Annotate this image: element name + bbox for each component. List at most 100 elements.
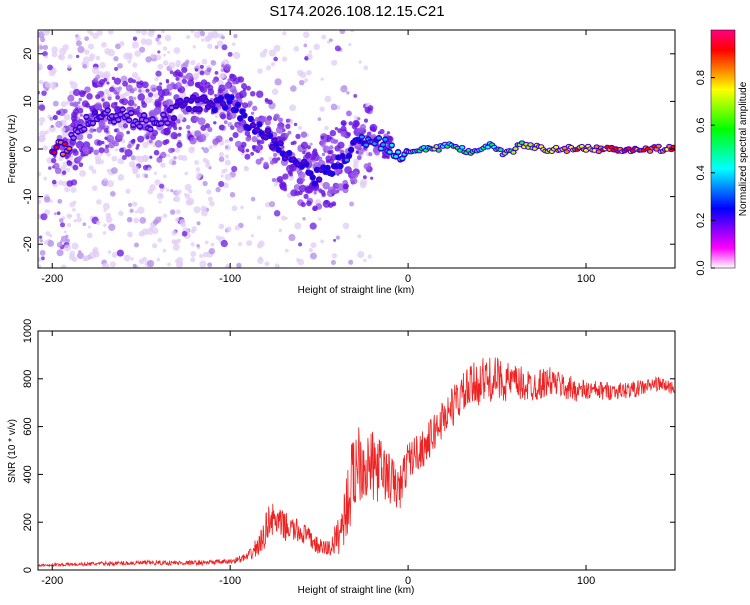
spectrogram-cell	[218, 73, 225, 79]
spectrogram-cell	[75, 40, 82, 47]
spectrogram-cell	[158, 194, 163, 198]
spectrogram-cell	[40, 213, 48, 221]
spectrogram-cell	[72, 88, 81, 97]
spectrogram-ridge-core	[124, 113, 129, 117]
spectrogram-cell	[167, 262, 171, 267]
spectrogram-cell	[273, 210, 281, 217]
spectrogram-cell	[348, 259, 354, 265]
spectrogram-cell	[119, 41, 125, 47]
spectrogram-cell	[231, 89, 238, 95]
spectrogram-cell	[93, 128, 97, 132]
spectrogram-ridge-core	[178, 99, 183, 103]
spectrogram-cell	[56, 241, 63, 248]
spectrogram-cell	[84, 86, 91, 93]
spectrogram-cell	[59, 222, 66, 228]
spectrogram-cell	[386, 131, 391, 135]
spectrogram-cell	[362, 175, 367, 180]
spectrogram-cell	[100, 41, 107, 48]
spectrogram-cell	[281, 137, 286, 142]
spectrogram-cell	[45, 231, 51, 236]
spectrogram-ridge-core	[139, 118, 144, 121]
spectrogram-cell	[162, 53, 166, 57]
spectrogram-cell	[138, 89, 142, 93]
spectrogram-cell	[224, 139, 229, 144]
spectrogram-cell	[240, 83, 248, 90]
spectrogram-ridge-core	[272, 138, 277, 142]
spectrogram-cell	[363, 163, 370, 170]
spectrogram-cell	[244, 130, 251, 137]
spectrogram-ridge-core	[383, 138, 388, 141]
spectrogram-cell	[162, 174, 167, 179]
spectrogram-cell	[228, 137, 234, 142]
spectrogram-cell	[320, 239, 325, 244]
spectrogram-cell	[49, 116, 54, 121]
spectrogram-cell	[249, 90, 256, 97]
spectrogram-cell	[241, 102, 249, 109]
spectrogram-cell	[246, 240, 253, 247]
spectrogram-cell	[224, 82, 231, 90]
spectrogram-cell	[181, 155, 188, 162]
spectrogram-cell	[145, 38, 153, 46]
spectrogram-cell	[134, 50, 142, 57]
spectrogram-cell	[320, 135, 325, 140]
spectrogram-cell	[250, 196, 256, 202]
snr-x-tick-label: -200	[41, 575, 63, 587]
spectrogram-cell	[151, 129, 159, 137]
spectrogram-cell	[321, 34, 327, 40]
spectrogram-ridge-core	[129, 111, 134, 115]
snr-line	[38, 357, 675, 568]
spectrogram-cell	[323, 149, 327, 153]
spectrogram-x-ticks: -200 -100 0 100	[41, 30, 595, 285]
spectrogram-ridge-core	[656, 144, 661, 148]
spectrogram-cell	[169, 209, 176, 215]
spectrogram-cell	[340, 125, 347, 132]
spectrogram-x-tick-label: -100	[219, 273, 241, 285]
spectrogram-cell	[137, 135, 145, 143]
spectrogram-ridge-core	[349, 148, 354, 152]
spectrogram-cell	[237, 76, 245, 83]
spectrogram-cell	[146, 227, 154, 236]
spectrogram-cell	[156, 257, 161, 262]
spectrogram-cell	[67, 94, 75, 102]
spectrogram-ridge-core	[312, 182, 317, 186]
spectrogram-cell	[78, 146, 82, 150]
spectrogram-cell	[324, 199, 329, 205]
spectrogram-cell	[67, 54, 73, 60]
spectrogram-cell	[273, 182, 279, 187]
spectrogram-cell	[320, 77, 324, 81]
spectrogram-cell	[209, 200, 215, 207]
spectrogram-cell	[215, 235, 221, 240]
spectrogram-cell	[163, 104, 168, 108]
spectrogram-cell	[114, 148, 119, 152]
spectrogram-cell	[290, 85, 297, 92]
spectrogram-cell	[214, 45, 219, 50]
spectrogram-cell	[302, 31, 310, 39]
spectrogram-cell	[145, 88, 150, 93]
spectrogram-cell	[322, 181, 330, 190]
spectrogram-cell	[224, 173, 232, 181]
spectrogram-cell	[329, 129, 337, 137]
spectrogram-cell	[285, 123, 291, 130]
spectrogram-cell	[250, 234, 255, 238]
spectrogram-cell	[103, 147, 110, 154]
spectrogram-ridge-core	[127, 118, 132, 122]
spectrogram-cell	[66, 213, 72, 219]
spectrogram-cell	[89, 31, 94, 36]
spectrogram-ridge-core	[257, 122, 262, 126]
spectrogram-cell	[201, 58, 208, 65]
spectrogram-cell	[63, 230, 67, 234]
spectrogram-cell	[38, 66, 42, 71]
spectrogram-cell	[331, 59, 338, 66]
spectrogram-cell	[250, 151, 255, 156]
spectrogram-ridge-core	[90, 121, 95, 125]
spectrogram-cell	[205, 36, 211, 41]
spectrogram-cell	[319, 106, 325, 112]
spectrogram-cell	[162, 139, 168, 146]
spectrogram-cell	[137, 206, 145, 214]
spectrogram-cell	[39, 235, 43, 239]
spectrogram-cell	[106, 134, 115, 143]
spectrogram-y-tick-label: 0	[22, 146, 34, 152]
spectrogram-cell	[40, 256, 45, 261]
spectrogram-cell	[111, 252, 118, 258]
spectrogram-cell	[111, 76, 116, 81]
